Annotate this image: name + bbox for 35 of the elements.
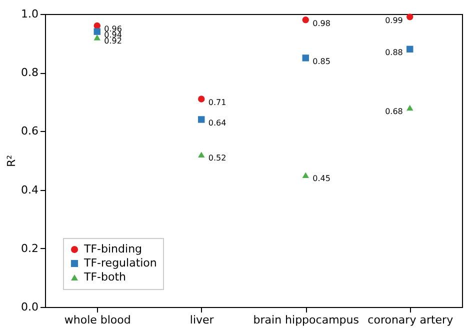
point (94, 28, 100, 35)
point (198, 116, 205, 123)
legend-label: TF-binding (83, 242, 142, 256)
point (406, 14, 414, 20)
point (406, 46, 414, 53)
y-tick-label: 0.4 (21, 183, 38, 196)
data-label: 0.98 (312, 18, 330, 28)
x-tick-label: coronary artery (368, 314, 454, 326)
data-label: 0.92 (104, 36, 122, 46)
y-tick-label: 0.0 (21, 300, 38, 314)
y-tick-label: 0.6 (21, 124, 38, 138)
x-tick-label: liver (190, 314, 214, 326)
y-tick-label: 0.8 (21, 66, 38, 80)
point (406, 104, 414, 111)
x-tick-label: brain hippocampus (253, 314, 360, 326)
point (198, 96, 205, 102)
data-label: 0.52 (208, 154, 226, 163)
point (302, 54, 309, 62)
point (94, 34, 100, 40)
x-tick-label: whole blood (64, 314, 131, 326)
point (198, 152, 205, 158)
legend-label: TF-both (83, 270, 126, 284)
y-tick-label: 1.0 (21, 8, 38, 20)
legend-label: TF-regulation (83, 256, 157, 270)
data-label: 0.99 (385, 16, 403, 25)
point (302, 16, 309, 24)
data-label: 0.45 (312, 174, 330, 184)
data-label: 0.88 (385, 48, 403, 58)
y-axis-title: R² (5, 154, 18, 168)
data-label: 0.71 (208, 98, 226, 107)
data-label: 0.68 (385, 106, 403, 116)
data-label: 0.64 (208, 118, 226, 128)
data-label: 0.85 (312, 56, 330, 66)
y-tick-label: 0.2 (21, 242, 38, 255)
point (302, 172, 309, 178)
